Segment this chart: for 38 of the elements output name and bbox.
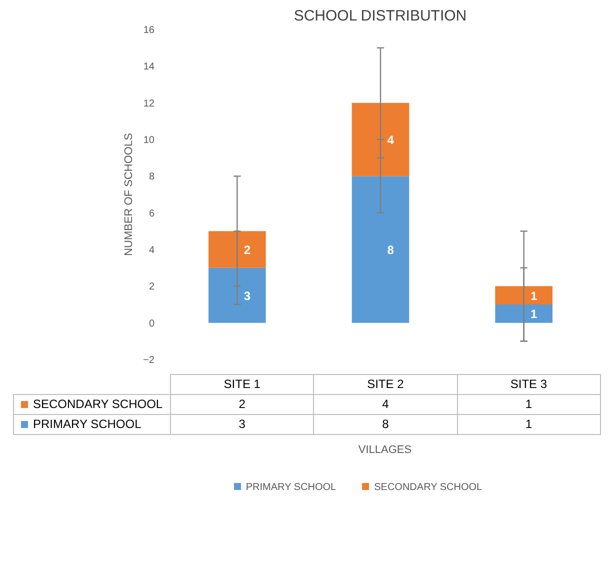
bar — [208, 231, 266, 268]
y-tick-label: −2 — [143, 355, 155, 366]
y-tick-label: 6 — [148, 208, 155, 220]
y-tick-label: 8 — [148, 172, 155, 183]
text: 4 — [387, 133, 394, 147]
y-axis-title: NUMBER OF SCHOOLS — [123, 133, 136, 256]
bar — [495, 286, 552, 304]
text: 2 — [244, 243, 251, 257]
text: PRIMARY SCHOOL — [246, 482, 336, 494]
bar — [352, 176, 410, 323]
y-tick-label: 14 — [143, 62, 155, 73]
text: SECONDARY SCHOOL — [374, 482, 482, 494]
bar — [495, 304, 552, 323]
y-tick-label: 10 — [143, 135, 155, 146]
x-axis-title: VILLAGES — [357, 443, 413, 458]
data-label: 4 — [314, 394, 458, 415]
legend-label: PRIMARY SCHOOL — [14, 414, 170, 435]
x-tick-label: SITE 1 — [170, 374, 314, 395]
y-tick-label: 16 — [143, 25, 155, 36]
bar — [352, 102, 410, 176]
data-label: 3 — [170, 414, 314, 435]
text: 1 — [530, 288, 538, 303]
chart-title: SCHOOL DISTRIBUTION — [294, 8, 467, 24]
y-tick-label: 2 — [148, 282, 155, 293]
legend-label: SECONDARY SCHOOL — [14, 394, 170, 415]
text: 3 — [244, 288, 251, 303]
data-label: 2 — [170, 394, 314, 415]
y-tick-label: 12 — [143, 98, 155, 110]
data-label: 1 — [457, 414, 600, 435]
y-tick-label: 0 — [148, 318, 155, 330]
y-tick-label: 4 — [148, 245, 155, 256]
text: 8 — [387, 243, 394, 257]
x-tick-label: SITE 2 — [314, 374, 458, 395]
data-label: 1 — [457, 394, 600, 415]
data-label: 8 — [314, 414, 458, 435]
text: 1 — [530, 307, 538, 322]
x-tick-label: SITE 3 — [457, 374, 600, 395]
bar — [208, 268, 266, 323]
